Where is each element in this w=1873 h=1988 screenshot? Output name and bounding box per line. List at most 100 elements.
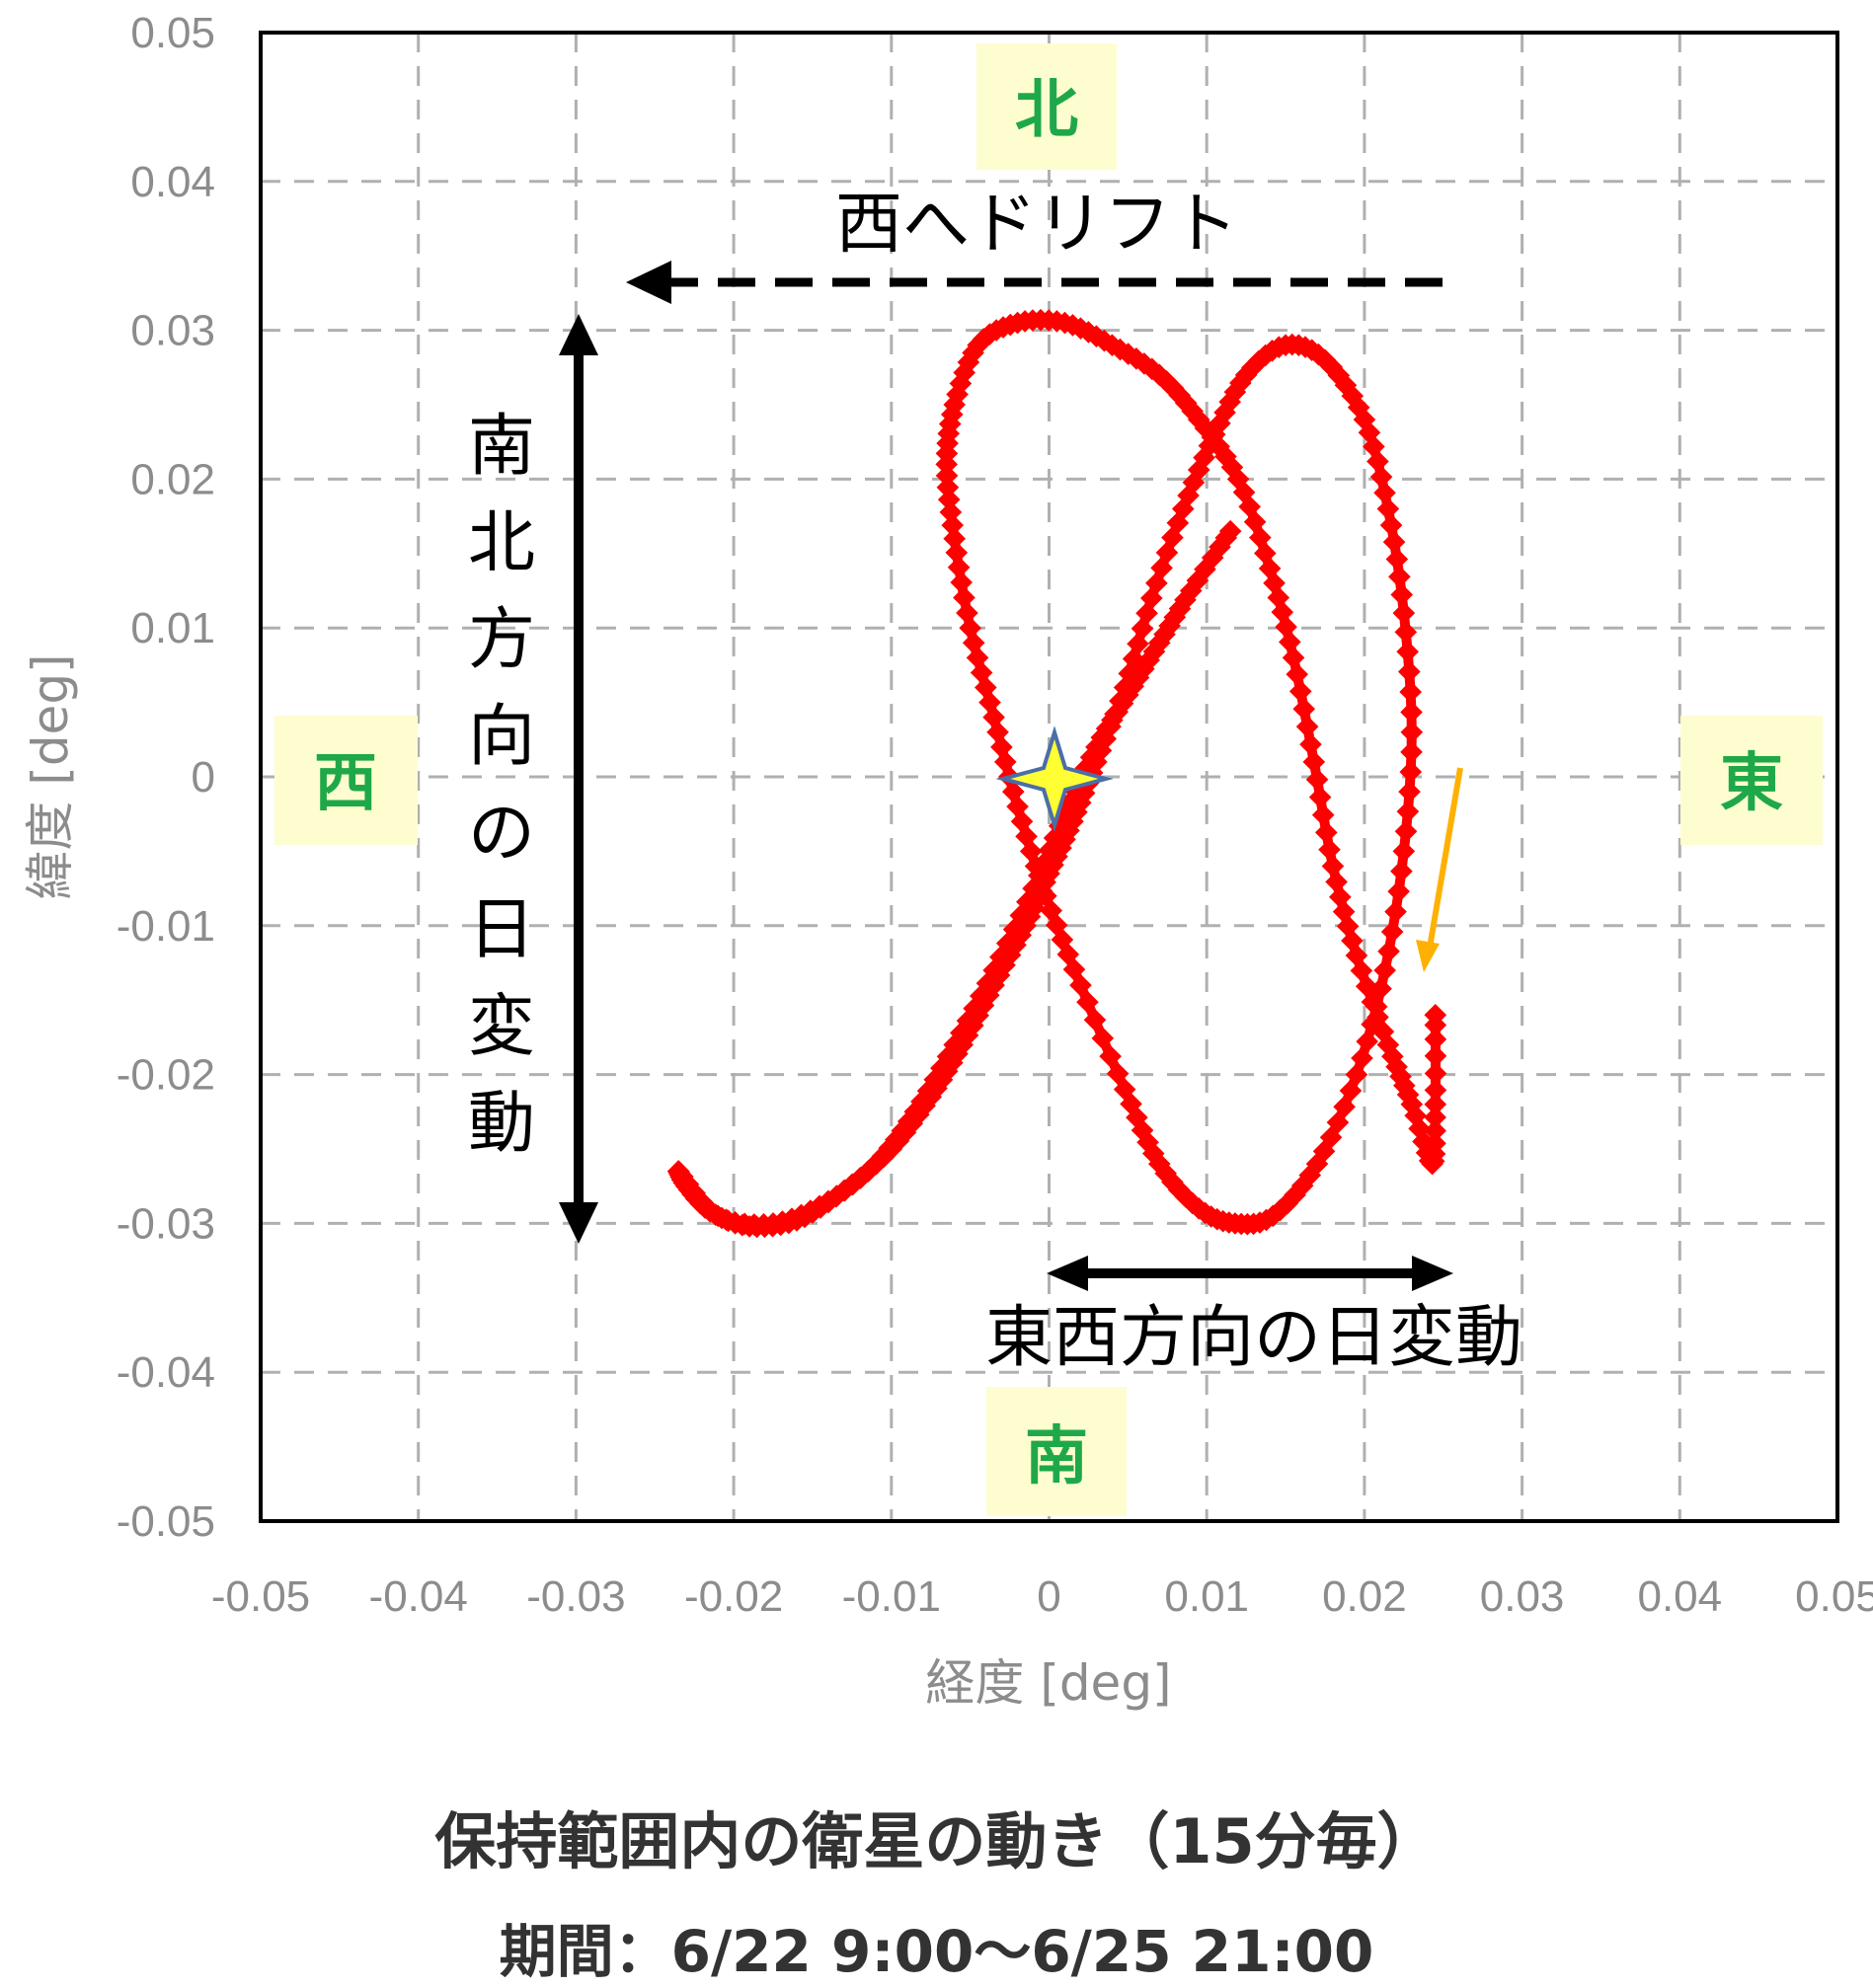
data-point [1113,1078,1136,1101]
x-tick-label: -0.04 [369,1572,468,1621]
data-point [1394,819,1418,843]
data-point [1382,530,1406,554]
data-point [1295,715,1319,738]
data-point [941,513,965,537]
y-tick-label: -0.03 [117,1199,215,1248]
trajectory-series [666,308,1447,1239]
data-point [1392,840,1416,863]
x-axis-title: 経度 [deg] [925,1654,1171,1712]
data-point [1392,601,1416,625]
south-label: 南 [1025,1420,1088,1493]
data-point [1302,750,1326,774]
data-point [947,556,971,579]
ew-arrow-head-right [1412,1256,1453,1291]
west-label: 西 [314,747,377,820]
data-point [962,631,985,654]
y-tick-label: -0.04 [117,1348,215,1397]
data-point [1083,1008,1107,1032]
data-point [1076,990,1099,1014]
data-point [1099,1044,1122,1068]
data-point [1380,920,1404,944]
data-point [1292,697,1316,721]
data-point [1424,1093,1447,1116]
data-point [1279,631,1301,653]
east-box [1680,716,1823,845]
x-tick-label: 0.03 [1480,1572,1565,1621]
ns-arrow-head-top [559,314,598,355]
data-point [1286,662,1309,686]
x-tick-label: -0.05 [211,1572,310,1621]
data-point [1424,1062,1447,1085]
y-tick-label: 0.02 [130,455,215,503]
data-point [1398,780,1421,803]
y-tick-label: -0.02 [117,1051,215,1100]
data-point [1106,1062,1130,1085]
y-tick-label: -0.05 [117,1497,215,1546]
data-point [945,541,969,565]
data-point [1387,879,1410,903]
y-tick-label: 0 [192,753,215,802]
data-point [1424,1106,1446,1129]
x-tick-label: -0.03 [526,1572,625,1621]
data-point [1356,1030,1378,1053]
caption-period: 期間：6/22 9:00～6/25 21:00 [499,1918,1374,1985]
data-point [1396,800,1420,823]
data-point [1373,958,1396,982]
center-star-icon [995,726,1114,832]
data-point [1318,838,1341,862]
data-point [1385,548,1409,571]
x-tick-label: -0.02 [684,1572,783,1621]
satellite-motion-chart: -0.05 -0.04 -0.03 -0.02 -0.01 0 0.01 0.02 0.03 0.… [22,9,1873,1712]
ew-label: 東西方向の日変動 [985,1299,1522,1377]
y-tick-label: 0.03 [130,307,215,355]
south-box [986,1387,1127,1516]
x-tick-labels: -0.05 -0.04 -0.03 -0.02 -0.01 0 0.01 0.02 0.03 0.… [211,1572,1873,1621]
x-tick-label: 0.04 [1637,1572,1722,1621]
x-tick-label: 0.05 [1795,1572,1873,1621]
data-point [1424,1028,1447,1051]
data-point [1400,721,1424,744]
north-box [976,43,1117,170]
y-tick-label: 0.05 [130,9,215,57]
x-tick-label: -0.01 [842,1572,941,1621]
data-point [1377,940,1400,963]
data-point [1321,855,1345,878]
data-point [1282,647,1305,669]
data-point [1369,465,1393,489]
data-point [1424,1003,1447,1027]
ew-arrow-head-left [1047,1256,1088,1291]
data-point [1325,871,1348,893]
east-label: 東 [1720,747,1783,820]
data-point [1373,481,1396,504]
y-tick-label: 0.01 [130,604,215,652]
data-point [953,586,976,609]
data-point [956,601,978,625]
y-tick-labels: 0.05 0.04 0.03 0.02 0.01 0 -0.01 -0.02 -0.03 -0.0… [117,9,215,1546]
data-point [1390,860,1413,882]
data-point [1339,1079,1363,1103]
data-point [1388,565,1411,588]
drift-arrow-head [626,261,671,304]
data-point [1308,786,1332,808]
y-tick-label: -0.01 [117,902,215,951]
data-point [1398,660,1421,683]
data-point [1288,680,1312,703]
plot-frame [259,31,1839,1523]
data-point [1400,740,1423,764]
data-point [1218,519,1242,543]
ns-label: 南北方向の日変動 [468,408,535,1163]
motion-direction-arrow-head [1416,940,1440,972]
data-point [950,571,973,594]
data-point [959,616,981,640]
north-label: 北 [1015,74,1078,147]
data-point [1366,450,1389,473]
data-point [1311,803,1335,826]
data-point [1376,497,1400,520]
x-tick-label: 0.01 [1164,1572,1249,1621]
caption-title: 保持範囲内の衛星の動き（15分毎） [434,1805,1439,1877]
motion-direction-arrow [1427,767,1463,949]
y-axis-title: 緯度 [deg] [22,653,79,899]
data-point [1424,1132,1446,1155]
ns-arrow-head-bottom [559,1202,598,1244]
data-point [1396,640,1419,663]
